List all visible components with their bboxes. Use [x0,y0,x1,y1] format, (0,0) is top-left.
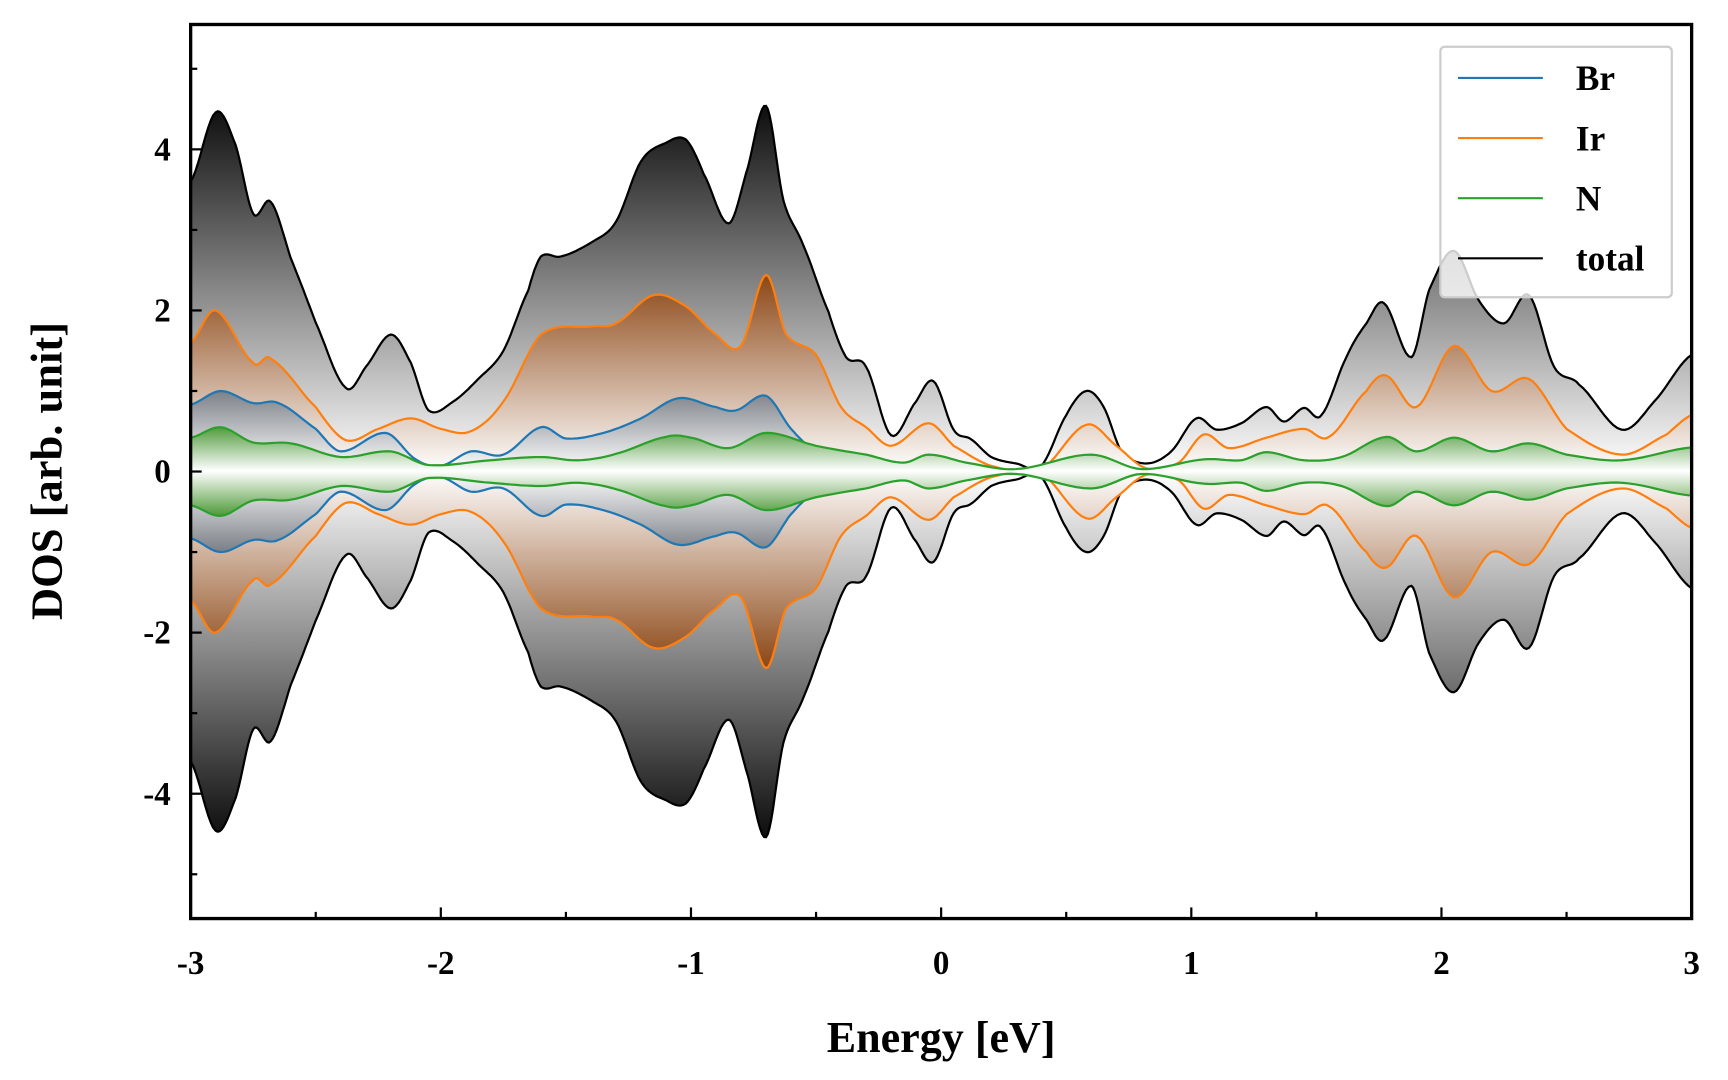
legend-frame [1439,45,1673,299]
x-tick-label: 1 [1183,945,1200,982]
line-n-up [190,426,1692,471]
y-tick-label: 0 [154,454,171,491]
x-tick-label: 2 [1433,945,1450,982]
x-tick-label: 0 [933,945,950,982]
legend-label-n: N [1576,178,1602,218]
x-tick-label: 3 [1683,945,1700,982]
line-total-up [190,104,1692,471]
legend-label-ir: Ir [1576,118,1605,158]
x-tick-label: -2 [427,945,455,982]
ticks-layer: -3 -2 -1 0 1 2 3 -4 -2 0 2 4 [143,67,1700,982]
line-total-down [190,472,1692,839]
line-ir-down [190,470,1692,670]
line-n-down [190,472,1692,517]
x-axis-label: Energy [eV] [827,1013,1056,1062]
series-layer [190,104,1692,839]
x-tick-label: -3 [177,945,205,982]
y-tick-label: 2 [154,292,171,329]
y-axis-label: DOS [arb. unit] [23,322,72,620]
y-tick-label: -4 [143,776,171,813]
y-tick-label: -2 [143,615,171,652]
y-tick-label: 4 [154,131,171,168]
x-tick-label: -1 [677,945,705,982]
legend-label-total: total [1576,238,1645,278]
area-n [190,427,1692,516]
legend-label-br: Br [1576,58,1615,98]
line-ir-up [190,273,1692,473]
